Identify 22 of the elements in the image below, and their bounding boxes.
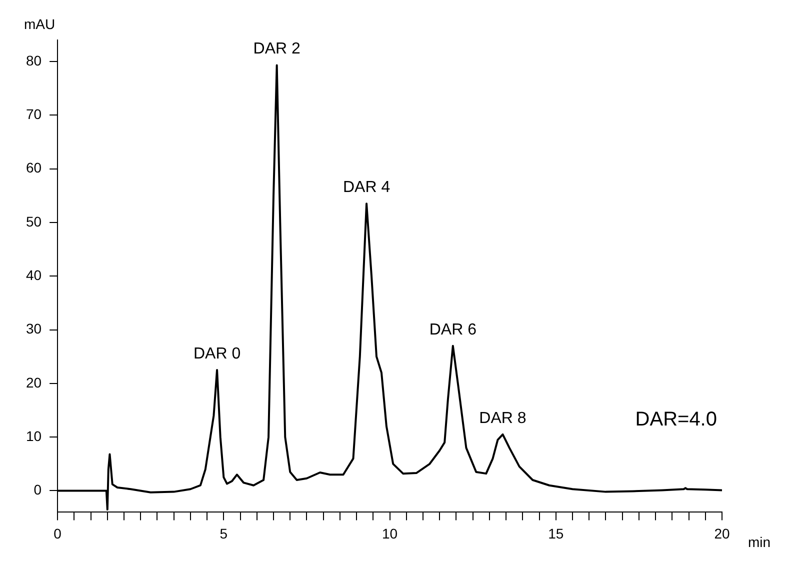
y-tick-label: 30: [26, 320, 42, 337]
x-tick-label: 10: [382, 525, 398, 542]
y-tick-label: 80: [26, 52, 42, 68]
y-tick-label: 10: [26, 428, 42, 444]
x-tick-label: 5: [220, 525, 228, 542]
y-tick-label: 0: [34, 482, 42, 498]
y-tick-label: 60: [26, 160, 42, 176]
annotation: DAR=4.0: [635, 408, 717, 431]
y-tick-label: 70: [26, 106, 42, 122]
x-tick-label: 20: [714, 525, 730, 542]
y-axis-title: mAU: [24, 16, 56, 32]
x-axis-title: min: [748, 534, 771, 550]
y-tick-label: 20: [26, 374, 42, 390]
annotation: DAR 8: [479, 410, 526, 427]
annotation: DAR 6: [429, 321, 477, 338]
y-tick-label: 50: [26, 213, 42, 230]
annotation: DAR 2: [253, 40, 300, 58]
x-tick-label: 15: [548, 525, 564, 542]
x-tick-label: 0: [54, 525, 62, 542]
y-tick-label: 40: [26, 266, 42, 283]
annotation: DAR 0: [193, 345, 241, 362]
annotation: DAR 4: [342, 179, 390, 196]
